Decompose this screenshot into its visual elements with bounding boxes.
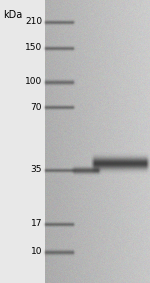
Text: 10: 10 xyxy=(30,248,42,256)
Text: 70: 70 xyxy=(30,102,42,112)
Text: kDa: kDa xyxy=(3,10,22,20)
Text: 100: 100 xyxy=(25,78,42,87)
Text: 210: 210 xyxy=(25,18,42,27)
Text: 17: 17 xyxy=(30,220,42,228)
Text: 150: 150 xyxy=(25,44,42,53)
Text: 35: 35 xyxy=(30,166,42,175)
